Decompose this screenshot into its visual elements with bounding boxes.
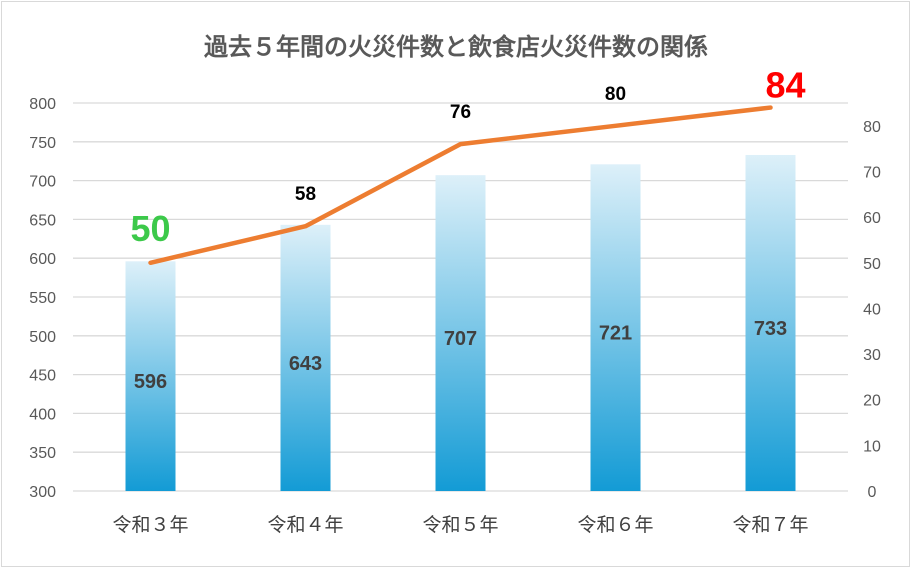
right-axis-tick-label: 40: [863, 301, 881, 318]
right-axis-tick-label: 30: [863, 347, 881, 364]
right-axis-tick-label: 80: [863, 119, 881, 136]
bar: [745, 154, 796, 491]
x-axis-tick-label: 令和４年: [267, 514, 343, 536]
x-axis-tick-label: 令和７年: [732, 514, 808, 536]
left-axis-tick-label: 700: [29, 174, 56, 191]
left-axis-tick-label: 600: [29, 251, 56, 268]
right-axis-tick-label: 10: [863, 438, 881, 455]
left-axis-tick-label: 450: [29, 368, 56, 385]
x-axis-tick-label: 令和６年: [577, 514, 653, 536]
bar-data-label: 721: [599, 323, 632, 345]
right-axis-tick-label: 70: [863, 164, 881, 181]
line-data-label: 58: [295, 184, 316, 205]
bar-data-label: 643: [289, 353, 322, 375]
left-axis-tick-label: 400: [29, 406, 56, 423]
left-axis-tick-label: 650: [29, 212, 56, 229]
left-axis-tick-label: 300: [29, 484, 56, 501]
x-axis-tick-label: 令和５年: [422, 514, 498, 536]
bar-data-label: 733: [754, 318, 787, 340]
left-axis-tick-label: 800: [29, 96, 56, 113]
right-axis-tick-label: 0: [868, 484, 877, 501]
right-axis-tick-label: 60: [863, 210, 881, 227]
left-axis-tick-label: 350: [29, 445, 56, 462]
bar: [280, 224, 331, 491]
left-axis-tick-label: 500: [29, 329, 56, 346]
bar: [590, 164, 641, 491]
left-axis-tick-label: 750: [29, 135, 56, 152]
line-data-label: 50: [130, 208, 170, 249]
bar: [125, 261, 176, 491]
bar: [435, 175, 486, 491]
bar-data-label: 596: [134, 371, 167, 393]
x-axis-tick-label: 令和３年: [112, 514, 188, 536]
bar-data-label: 707: [444, 328, 477, 350]
line-data-label: 84: [765, 65, 805, 106]
chart-title: 過去５年間の火災件数と飲食店火災件数の関係: [204, 33, 708, 61]
right-axis-tick-label: 50: [863, 256, 881, 273]
right-axis-tick-label: 20: [863, 393, 881, 410]
line-series: [148, 105, 773, 266]
left-axis-tick-label: 550: [29, 290, 56, 307]
line-data-label: 76: [450, 102, 471, 123]
line-data-label: 80: [605, 84, 626, 105]
